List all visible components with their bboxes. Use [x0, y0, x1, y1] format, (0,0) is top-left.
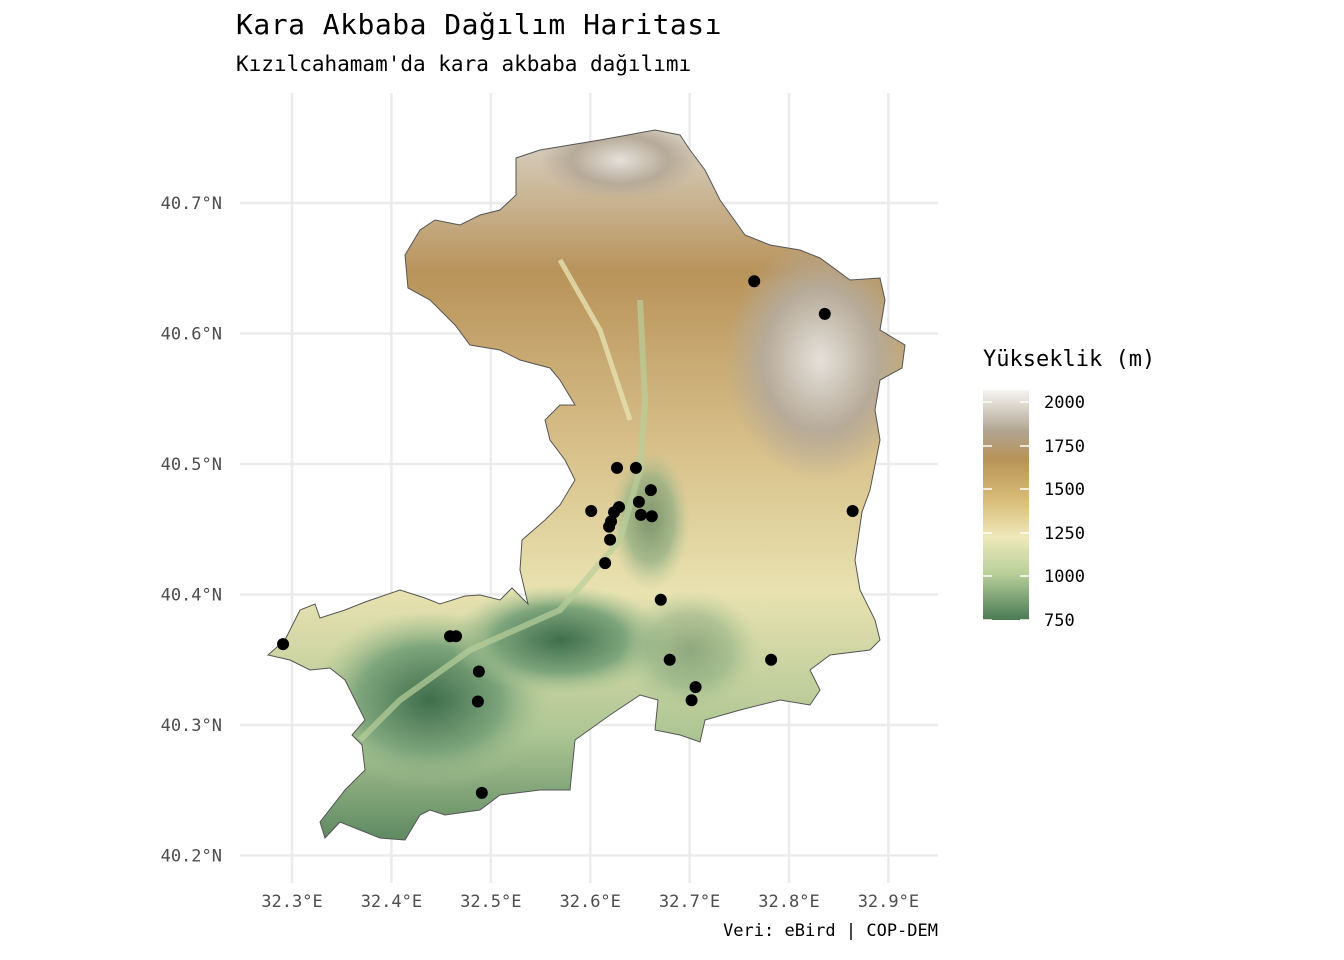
sighting-point	[818, 307, 831, 320]
y-tick-label: 40.7°N	[161, 194, 222, 214]
x-tick-label: 32.5°E	[460, 892, 521, 912]
y-tick-label: 40.2°N	[161, 847, 222, 867]
sighting-point	[629, 461, 642, 474]
x-tick-label: 32.8°E	[758, 892, 819, 912]
sighting-point	[472, 665, 485, 678]
chart-subtitle: Kızılcahamam'da kara akbaba dağılımı	[236, 52, 692, 76]
sighting-point	[599, 557, 612, 570]
legend-label: 2000	[1044, 393, 1085, 413]
sighting-point	[450, 630, 463, 643]
sighting-point	[765, 653, 778, 666]
sighting-point	[604, 533, 617, 546]
y-tick-label: 40.6°N	[161, 325, 222, 345]
elevation-legend: 2000 1750 1500 1250 1000 750	[983, 390, 1085, 631]
y-tick-label: 40.5°N	[161, 455, 222, 475]
x-axis-labels: 32.3°E 32.4°E 32.5°E 32.6°E 32.7°E 32.8°E 32.9…	[261, 892, 919, 912]
sighting-point	[644, 484, 657, 497]
sighting-point	[689, 681, 702, 694]
y-axis-labels: 40.7°N 40.6°N 40.5°N 40.4°N 40.3°N 40.2°N	[161, 194, 222, 867]
legend-label: 1750	[1044, 437, 1085, 457]
sighting-point	[585, 504, 598, 517]
x-tick-label: 32.7°E	[659, 892, 720, 912]
legend-label: 1000	[1044, 567, 1085, 587]
sighting-point	[654, 593, 667, 606]
x-tick-label: 32.9°E	[858, 892, 919, 912]
data-source-caption: Veri: eBird | COP-DEM	[723, 921, 938, 941]
legend-label: 750	[1044, 611, 1075, 631]
observation-points	[277, 275, 859, 799]
sighting-point	[277, 638, 290, 651]
legend-label: 1250	[1044, 524, 1085, 544]
sighting-point	[846, 504, 859, 517]
sighting-point	[663, 653, 676, 666]
chart-title: Kara Akbaba Dağılım Haritası	[236, 8, 723, 41]
sighting-point	[608, 506, 621, 519]
legend-title: Yükseklik (m)	[983, 347, 1156, 372]
y-tick-label: 40.3°N	[161, 716, 222, 736]
sighting-point	[645, 510, 658, 523]
legend-label: 1500	[1044, 480, 1085, 500]
sighting-point	[748, 275, 761, 288]
sighting-point	[611, 461, 624, 474]
elevation-region	[266, 129, 906, 841]
x-tick-label: 32.3°E	[261, 892, 322, 912]
legend-colorbar	[983, 390, 1029, 620]
sighting-point	[475, 786, 488, 799]
y-tick-label: 40.4°N	[161, 586, 222, 606]
x-tick-label: 32.4°E	[361, 892, 422, 912]
sighting-point	[634, 508, 647, 521]
sighting-point	[603, 520, 616, 533]
x-tick-label: 32.6°E	[559, 892, 620, 912]
sighting-point	[632, 495, 645, 508]
sighting-point	[685, 694, 698, 707]
sighting-point	[471, 695, 484, 708]
